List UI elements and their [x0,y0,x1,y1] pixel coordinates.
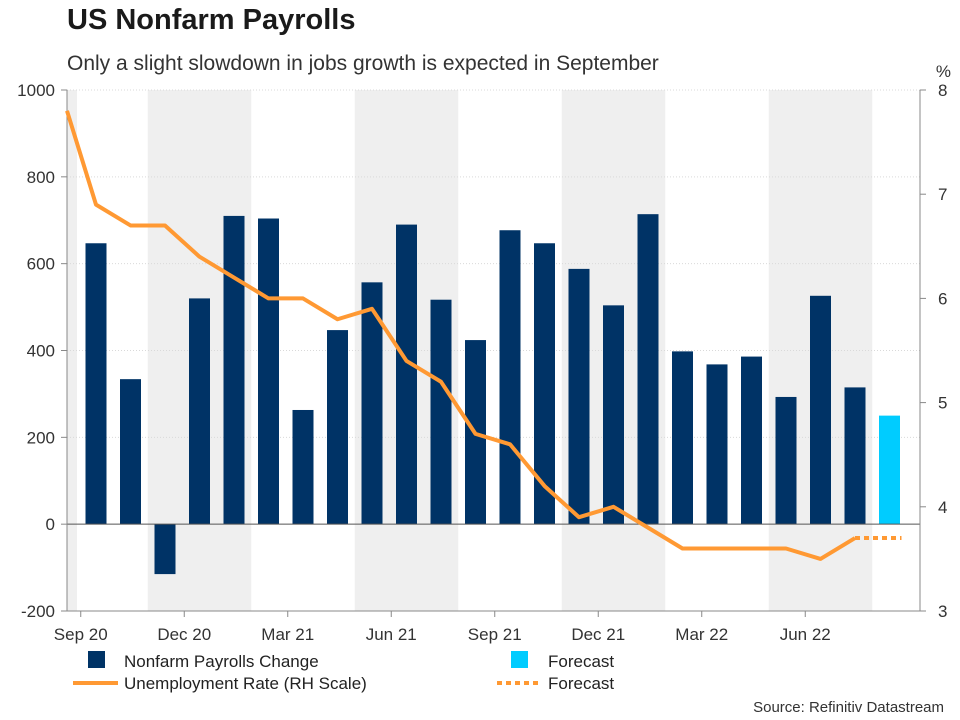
source-note: Source: Refinitiv Datastream [753,699,944,716]
chart-subtitle: Only a slight slowdown in jobs growth is… [67,52,659,75]
legend: Nonfarm Payrolls Change Forecast Unemploym… [73,651,614,693]
payroll-bar [810,295,831,525]
payroll-bar [396,224,417,525]
right-tick-label: 4 [938,498,947,517]
unemployment-lines [65,110,902,561]
payroll-bars [85,214,900,575]
x-tick-label: Jun 22 [780,625,831,644]
payroll-bar [292,409,314,525]
payroll-bar [672,351,693,525]
payroll-bar [775,396,797,525]
payroll-bar [706,364,728,525]
payroll-bar [568,268,590,525]
left-tick-label: 400 [27,342,55,361]
payroll-bar [499,230,521,525]
payroll-bar [120,379,141,525]
legend-unemployment-label: Unemployment Rate (RH Scale) [124,674,367,693]
left-tick-label: 1000 [17,81,55,100]
left-tick-label: 200 [27,428,55,447]
payroll-bar [85,243,107,525]
payroll-bar [741,356,762,525]
x-tick-label: Dec 20 [157,625,211,644]
right-tick-label: 5 [938,394,947,413]
x-tick-label: Jun 21 [366,625,417,644]
chart-title: US Nonfarm Payrolls [67,4,356,36]
left-tick-label: 800 [27,168,55,187]
x-tick-label: Sep 21 [468,625,522,644]
right-axis-unit: % [936,62,951,81]
unemployment-line [65,110,857,561]
payroll-bar [154,524,176,575]
x-tick-label: Sep 20 [54,625,108,644]
legend-forecast-bar-label: Forecast [548,652,614,671]
axis-labels: -200 0 200 400 600 800 1000 3 4 5 6 7 8% Sep 20 Dec 20… [17,62,951,644]
payroll-bar [223,215,245,525]
left-tick-label: -200 [21,602,55,621]
x-tick-label: Dec 21 [571,625,625,644]
x-tick-label: Mar 21 [261,625,314,644]
payroll-bar [258,218,279,525]
right-tick-label: 6 [938,289,947,308]
right-tick-label: 7 [938,185,947,204]
left-tick-label: 600 [27,255,55,274]
payroll-bar [327,330,348,525]
forecast-bar [879,415,900,525]
quarter-shade [67,90,77,611]
legend-forecast-bar-swatch [511,651,528,668]
payroll-bar [603,305,624,525]
right-tick-label: 3 [938,602,947,621]
x-tick-label: Mar 22 [675,625,728,644]
payroll-bar [361,282,383,525]
legend-forecast-line-label: Forecast [548,674,614,693]
payroll-bar [534,243,555,525]
legend-payroll-swatch [88,651,105,668]
payroll-bar [189,298,210,525]
payroll-bar [430,299,452,525]
left-tick-label: 0 [46,515,55,534]
right-tick-label: 8 [938,81,947,100]
legend-payroll-label: Nonfarm Payrolls Change [124,652,319,671]
payroll-bar [637,214,659,525]
payroll-bar [844,387,866,525]
